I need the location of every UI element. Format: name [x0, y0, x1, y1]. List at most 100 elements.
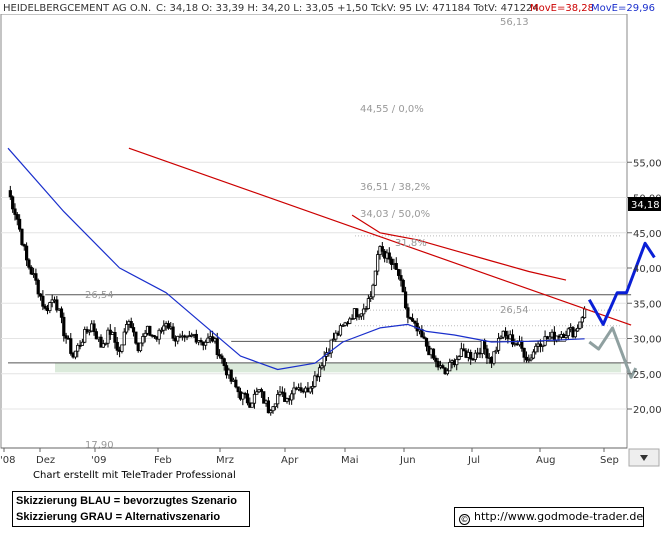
candle-body [359, 313, 364, 317]
candle-body [448, 361, 452, 372]
candle-body [510, 334, 515, 345]
x-tick-label: Aug [536, 455, 556, 466]
candle-body [101, 343, 105, 348]
y-tick-label: 25,00 [633, 370, 661, 381]
candle-body [499, 336, 503, 339]
candle-body [434, 357, 438, 362]
candle-body [222, 358, 226, 367]
candle-body [99, 336, 103, 348]
candle-body [250, 402, 254, 408]
candle-body [299, 387, 303, 392]
website-link[interactable]: © http://www.godmode-trader.de [454, 507, 644, 527]
candle-body [131, 327, 136, 333]
candle-body [104, 342, 108, 345]
candle-body [273, 403, 277, 408]
candle-body [234, 379, 238, 388]
candle-body [485, 348, 489, 359]
candle-body [92, 323, 96, 333]
x-tick-label: Jun [399, 455, 416, 466]
candle-body [283, 392, 287, 402]
candle-body [576, 327, 580, 332]
fib-382-label: 36,51 / 38,2% [360, 182, 430, 193]
candle-body [20, 228, 24, 245]
candle-body [55, 299, 59, 311]
candle-body [143, 332, 147, 337]
candle-body [27, 259, 31, 268]
candle-body [262, 391, 266, 404]
candle-body [80, 341, 84, 346]
candle-body [441, 365, 445, 369]
candle-body [369, 296, 373, 299]
candle-body [48, 302, 52, 312]
candle-body [62, 316, 66, 337]
candle-body [41, 295, 45, 307]
candle-body [408, 316, 412, 319]
candle-body [413, 320, 417, 324]
candle-body [317, 367, 322, 378]
candle-body [541, 344, 545, 347]
candle-body [355, 308, 359, 318]
candle-body [8, 190, 12, 198]
candle-body [396, 269, 401, 276]
candle-body [503, 330, 508, 337]
candle-body [473, 352, 477, 360]
candle-body [520, 340, 524, 349]
low-label: 17,90 [85, 440, 114, 451]
candle-body [199, 340, 203, 343]
candle-body [455, 358, 459, 366]
x-tick-label: Feb [154, 455, 172, 466]
candle-body [236, 386, 240, 393]
candle-body [87, 330, 91, 333]
candle-body [69, 338, 73, 354]
fib-618-label: 31,8% [395, 238, 427, 249]
candle-body [220, 355, 224, 360]
candle-body [313, 375, 317, 387]
candle-body [531, 351, 536, 359]
candle-body [320, 365, 324, 369]
candle-body [141, 336, 145, 344]
candle-body [115, 341, 119, 351]
last-price-label: 34,18 [631, 200, 660, 211]
x-tick-label: '08 [0, 455, 15, 466]
candle-body [329, 339, 333, 354]
candle-body [462, 348, 466, 352]
candle-body [11, 196, 15, 210]
scenario-blue-path [587, 241, 656, 326]
candle-body [269, 410, 273, 414]
candle-body [215, 338, 219, 356]
candle-body [113, 332, 117, 343]
support-zone [55, 362, 621, 373]
candle-body [403, 291, 408, 309]
candle-body [120, 344, 124, 352]
candle-body [564, 335, 568, 339]
last-price-box [628, 197, 661, 211]
candle-body [255, 391, 259, 395]
candle-body [406, 307, 410, 318]
candle-body [43, 305, 47, 309]
candle-body [341, 325, 345, 327]
candle-body [436, 361, 440, 368]
candle-body [94, 331, 98, 340]
candle-body [522, 347, 526, 358]
candle-body [129, 321, 133, 328]
candle-body [106, 329, 110, 344]
candle-body [64, 335, 68, 339]
candle-body [362, 308, 366, 315]
candle-body [390, 258, 394, 265]
fib-50-label: 34,03 / 50,0% [360, 209, 430, 220]
candle-body [334, 332, 338, 340]
candle-body [292, 387, 296, 395]
moving-average-red [351, 214, 567, 281]
candle-body [78, 344, 82, 347]
candle-body [206, 337, 210, 343]
candle-body [578, 321, 582, 329]
header-title: HEIDELBERGCEMENT AG O.N. [3, 3, 151, 14]
candle-body [308, 387, 312, 393]
candle-body [496, 338, 501, 351]
candle-body [22, 244, 26, 247]
candle-body [399, 275, 403, 281]
candle-body [134, 331, 138, 344]
y-tick-label: 30,00 [633, 335, 661, 346]
candle-body [15, 214, 19, 220]
